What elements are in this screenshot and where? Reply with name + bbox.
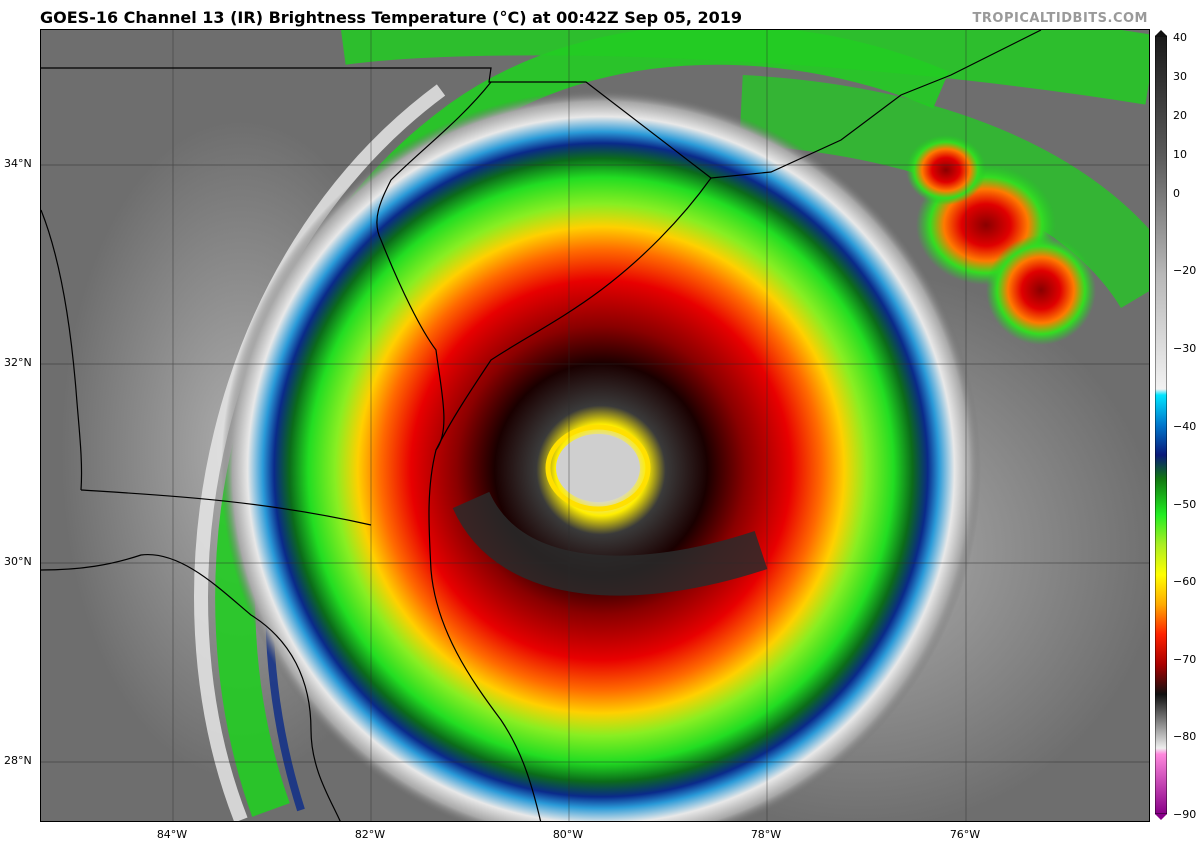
colorbar-tick-40: 40 [1173, 31, 1187, 44]
chart-title: GOES-16 Channel 13 (IR) Brightness Tempe… [40, 8, 743, 27]
colorbar-tick-20: 20 [1173, 109, 1187, 122]
latitude-label-34n: 34°N [4, 157, 32, 170]
colorbar-tick-minus60: −60 [1173, 575, 1197, 588]
longitude-label-78w: 78°W [750, 828, 782, 841]
colorbar-tick-minus90: −90 [1173, 808, 1197, 821]
colorbar-tick-minus40: −40 [1173, 420, 1197, 433]
colorbar [1155, 30, 1167, 820]
colorbar-tick-minus30: −30 [1173, 342, 1197, 355]
colorbar-tick-0: 0 [1173, 187, 1180, 200]
latitude-label-32n: 32°N [4, 356, 32, 369]
colorbar-bottom-arrow [1155, 814, 1167, 820]
longitude-label-82w: 82°W [354, 828, 386, 841]
colorbar-tick-minus50: −50 [1173, 498, 1197, 511]
colorbar-tick-minus80: −80 [1173, 730, 1197, 743]
brand-watermark: TROPICALTIDBITS.COM [972, 11, 1148, 26]
colorbar-tick-30: 30 [1173, 70, 1187, 83]
longitude-label-76w: 76°W [949, 828, 981, 841]
latitude-label-28n: 28°N [4, 754, 32, 767]
colorbar-tick-10: 10 [1173, 148, 1187, 161]
latitude-label-30n: 30°N [4, 555, 32, 568]
colorbar-tick-minus20: −20 [1173, 264, 1197, 277]
longitude-label-80w: 80°W [552, 828, 584, 841]
satellite-map[interactable] [40, 29, 1150, 822]
colorbar-tick-minus70: −70 [1173, 653, 1197, 666]
satellite-image [41, 30, 1149, 821]
longitude-label-84w: 84°W [156, 828, 188, 841]
colorbar-top-arrow [1155, 30, 1167, 36]
